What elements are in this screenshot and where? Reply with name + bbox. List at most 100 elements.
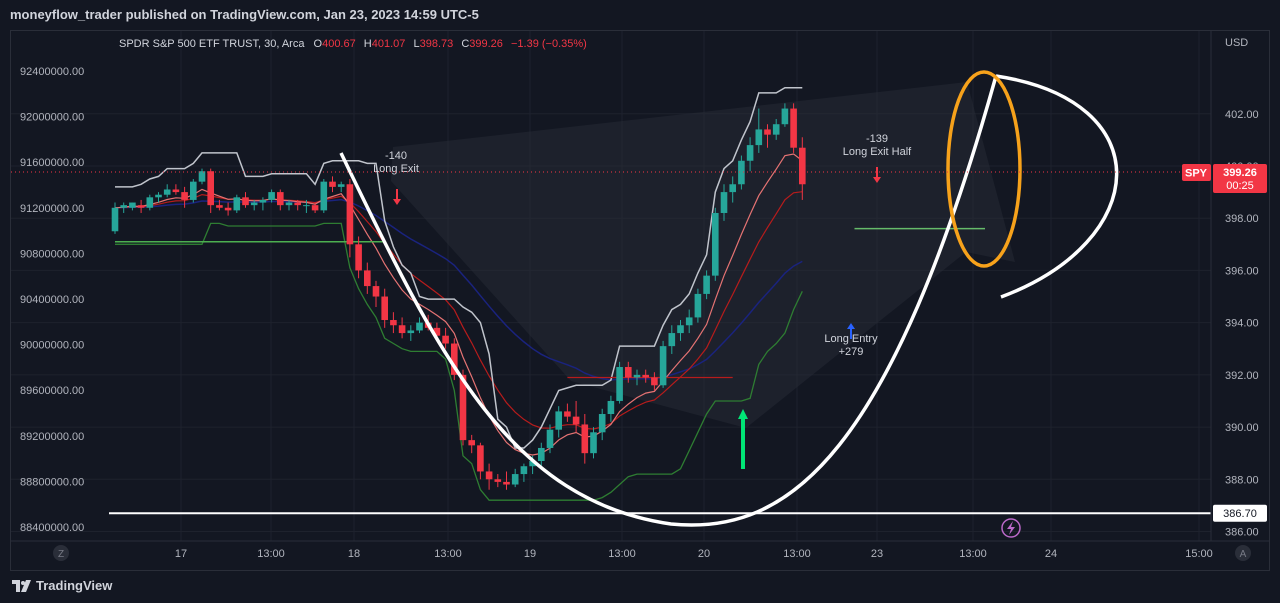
candle-body	[738, 160, 745, 185]
candle-body	[564, 411, 571, 417]
badge-symbol: SPY	[1185, 168, 1208, 180]
candle-body	[216, 205, 223, 208]
svg-text:A: A	[1240, 549, 1247, 560]
symbol-legend: SPDR S&P 500 ETF TRUST, 30, Arca O400.67…	[119, 38, 587, 50]
candle-body	[685, 317, 693, 326]
badge-price: 399.26	[1223, 167, 1257, 179]
candle-body	[477, 445, 484, 472]
candle-body	[659, 346, 667, 386]
candle-body	[625, 367, 632, 378]
left-axis-label: 89200000.00	[20, 431, 84, 443]
time-tick-label: 24	[1045, 548, 1057, 560]
candle-body	[303, 205, 310, 207]
candle-body	[642, 374, 649, 378]
candle-body	[755, 129, 763, 146]
ema-slow-line	[114, 198, 803, 381]
candle-body	[433, 327, 441, 336]
time-tick-label: 13:00	[959, 548, 987, 560]
candle-body	[120, 205, 127, 208]
candle-body	[172, 189, 180, 193]
time-tick-label: 13:00	[783, 548, 811, 560]
indicator-lines	[114, 86, 985, 501]
candle-body	[799, 147, 806, 185]
big-entry-arrow-icon	[738, 409, 748, 469]
megaphone-drawing	[995, 74, 1119, 299]
price-tick-label: 402.00	[1225, 109, 1259, 121]
cup-drawing	[339, 75, 998, 527]
tradingview-logo-text: TradingView	[36, 578, 113, 593]
candle-body	[781, 108, 789, 125]
signal-label-2: Long Exit	[373, 163, 419, 175]
exit-half-arrow-icon	[873, 167, 881, 183]
candle-body	[146, 197, 154, 208]
candle-body	[277, 192, 284, 206]
candle-body	[285, 202, 293, 206]
legend-open: 400.67	[322, 38, 356, 50]
chart-grid	[11, 31, 1211, 541]
candle-body	[329, 181, 336, 187]
candle-body	[346, 184, 354, 245]
lightning-icon[interactable]	[1001, 518, 1021, 538]
candle-body	[355, 244, 362, 271]
candle-body	[233, 197, 241, 211]
candle-body	[668, 333, 676, 347]
legend-c-label: C	[461, 38, 469, 50]
publish-info: moneyflow_trader published on TradingVie…	[10, 7, 479, 22]
time-tick-label: 20	[698, 548, 710, 560]
candle-body	[250, 202, 258, 206]
time-tick-label: 17	[175, 548, 187, 560]
candle-body	[616, 367, 623, 401]
time-tick-label: 18	[348, 548, 360, 560]
legend-high: 401.07	[372, 38, 406, 50]
time-tick-label: 13:00	[434, 548, 462, 560]
price-scale[interactable]: 402.00400.00398.00396.00394.00392.00390.…	[1225, 109, 1259, 539]
candle-body	[198, 171, 206, 182]
price-tick-label: 390.00	[1225, 422, 1259, 434]
legend-l-label: L	[413, 38, 419, 50]
candle-body	[190, 181, 197, 200]
left-axis-label: 90800000.00	[20, 248, 84, 260]
badge-countdown: 00:25	[1226, 180, 1254, 192]
legend-symbol: SPDR S&P 500 ETF TRUST, 30, Arca	[119, 38, 305, 50]
chart-frame[interactable]: 92400000.00 92000000.00 91600000.00 9120000…	[10, 30, 1270, 571]
candle-body	[677, 325, 684, 334]
footer: TradingView	[0, 571, 1280, 603]
candle-body	[137, 205, 145, 208]
timezone-button[interactable]: Z	[53, 545, 69, 561]
candle-body	[590, 432, 597, 454]
signal-label: -139	[866, 133, 888, 145]
tradingview-logo[interactable]: TradingView	[12, 578, 112, 593]
candle-body	[720, 192, 728, 213]
price-tick-label: 398.00	[1225, 213, 1259, 225]
svg-text:Z: Z	[58, 549, 64, 560]
candle-body	[703, 275, 710, 294]
candle-body	[633, 374, 641, 378]
left-axis-labels: 92400000.00 92000000.00 91600000.00 9120000…	[20, 66, 84, 534]
legend-o-label: O	[314, 38, 323, 50]
candle-body	[451, 343, 458, 375]
candle-body	[546, 429, 554, 448]
price-tick-label: 388.00	[1225, 474, 1259, 486]
candle-body	[503, 481, 510, 485]
candle-body	[181, 192, 188, 200]
lower-band-line	[115, 222, 803, 501]
candle-body	[555, 411, 562, 430]
candle-body	[111, 207, 119, 232]
time-axis[interactable]: 17 13:00 18 13:00 19 13:00 20 13:00 23 13:00 24 15:…	[175, 548, 1213, 560]
price-chart[interactable]: 92400000.00 92000000.00 91600000.00 9120000…	[11, 31, 1269, 570]
signal-label-2: Long Exit Half	[843, 146, 912, 158]
upper-band-line	[115, 86, 803, 449]
candle-body	[398, 325, 406, 334]
candle-body	[459, 374, 467, 441]
time-tick-label: 13:00	[257, 548, 285, 560]
candle-body	[407, 330, 415, 334]
signal-label-2: +279	[839, 346, 864, 358]
legend-h-label: H	[364, 38, 372, 50]
candle-body	[485, 471, 493, 480]
last-price-badge: SPY 399.26 00:25	[1182, 164, 1267, 193]
candle-body	[163, 189, 171, 195]
left-axis-label: 89600000.00	[20, 385, 84, 397]
auto-scale-button[interactable]: A	[1235, 545, 1251, 561]
forecast-shade	[391, 82, 1015, 428]
candle-body	[511, 474, 519, 485]
